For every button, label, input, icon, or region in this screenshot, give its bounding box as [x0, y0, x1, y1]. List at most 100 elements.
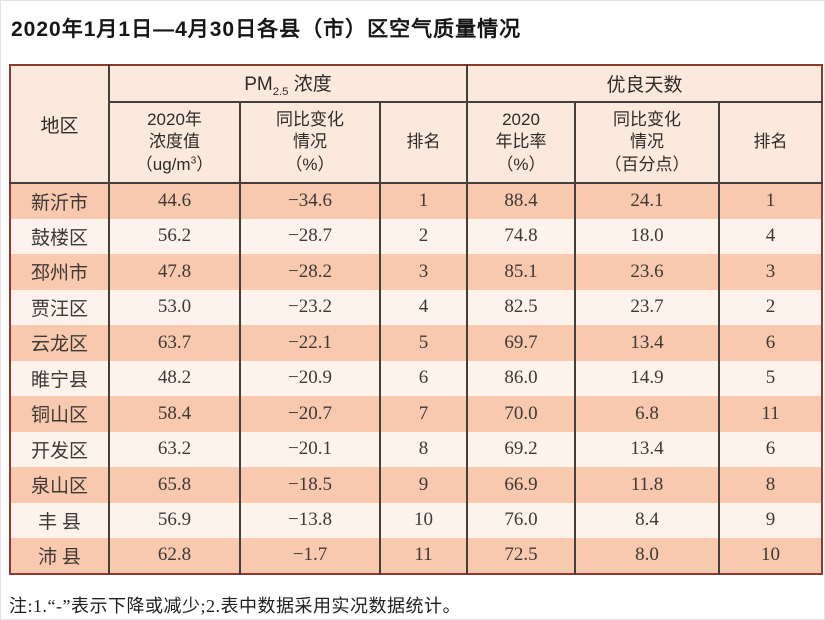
header-pm-value-line2: 浓度值: [149, 132, 200, 152]
cell-good-rate: 74.8: [466, 218, 575, 254]
cell-region: 铜山区: [10, 396, 109, 432]
cell-pm-change: −20.7: [239, 396, 380, 432]
cell-good-rate: 69.2: [466, 431, 575, 467]
footnote: 注:1.“-”表示下降或减少;2.表中数据采用实况数据统计。: [9, 595, 461, 616]
cell-pm-change: −34.6: [239, 183, 380, 219]
cell-pm-rank: 11: [379, 538, 467, 574]
cell-pm-value: 56.9: [108, 502, 240, 538]
cell-region: 鼓楼区: [10, 218, 109, 254]
cell-good-change: 23.7: [574, 289, 719, 325]
header-pm-rank: 排名: [379, 102, 467, 184]
cell-pm-rank: 10: [379, 502, 467, 538]
cell-region: 新沂市: [10, 183, 109, 219]
cell-pm-value: 58.4: [108, 396, 240, 432]
cell-good-change: 18.0: [574, 218, 719, 254]
cell-good-change: 6.8: [574, 396, 719, 432]
cell-pm-value: 44.6: [108, 183, 240, 219]
table-header: 地区 PM2.5 浓度 优良天数 2020年 浓度值 （ug/m3） 同比变化 …: [10, 65, 823, 184]
table-row: 泉山区 65.8 −18.5 9 66.9 11.8 8: [10, 467, 823, 503]
cell-region: 贾汪区: [10, 289, 109, 325]
cell-good-rate: 69.7: [466, 325, 575, 361]
pm25-label-subscript: 2.5: [272, 85, 289, 98]
cell-good-rank: 9: [717, 502, 823, 538]
unit-superscript: 3: [190, 155, 197, 167]
cell-region: 睢宁县: [10, 360, 109, 396]
cell-pm-rank: 5: [379, 325, 467, 361]
cell-pm-value: 63.7: [108, 325, 240, 361]
cell-pm-rank: 9: [379, 467, 467, 503]
table-row: 云龙区 63.7 −22.1 5 69.7 13.4 6: [10, 325, 823, 361]
cell-pm-rank: 6: [379, 360, 467, 396]
cell-good-rank: 3: [717, 254, 823, 290]
header-good-change-line1: 同比变化: [613, 109, 681, 129]
cell-pm-value: 47.8: [108, 254, 240, 290]
cell-region: 丰 县: [10, 502, 109, 538]
cell-good-change: 14.9: [574, 360, 719, 396]
cell-good-rank: 5: [717, 360, 823, 396]
table-row: 沛 县 62.8 −1.7 11 72.5 8.0 10: [10, 538, 823, 574]
cell-region: 泉山区: [10, 467, 109, 503]
table-row: 贾汪区 53.0 −23.2 4 82.5 23.7 2: [10, 289, 823, 325]
cell-good-rank: 1: [717, 183, 823, 219]
cell-pm-change: −20.9: [239, 360, 380, 396]
table-row: 丰 县 56.9 −13.8 10 76.0 8.4 9: [10, 502, 823, 538]
cell-good-rank: 8: [717, 467, 823, 503]
cell-good-rate: 85.1: [466, 254, 575, 290]
cell-pm-change: −18.5: [239, 467, 380, 503]
header-good-rate: 2020 年比率 （%）: [466, 102, 575, 184]
table-row: 开发区 63.2 −20.1 8 69.2 13.4 6: [10, 431, 823, 467]
cell-pm-rank: 3: [379, 254, 467, 290]
sub-header-row: 2020年 浓度值 （ug/m3） 同比变化 情况 （%） 排名 2020 年比…: [10, 102, 823, 184]
cell-pm-rank: 7: [379, 396, 467, 432]
header-pm-value-unit: （ug/m3）: [110, 154, 239, 176]
cell-good-change: 8.4: [574, 502, 719, 538]
table-body: 新沂市 44.6 −34.6 1 88.4 24.1 1 鼓楼区 56.2 −2…: [10, 183, 823, 574]
cell-good-rate: 72.5: [466, 538, 575, 574]
header-pm-change: 同比变化 情况 （%）: [239, 102, 380, 184]
cell-pm-rank: 4: [379, 289, 467, 325]
cell-good-rate: 70.0: [466, 396, 575, 432]
header-pm-value-line1: 2020年: [147, 109, 202, 129]
cell-pm-value: 62.8: [108, 538, 240, 574]
header-good-rate-line3: （%）: [496, 154, 546, 174]
header-pm-change-line2: 情况: [293, 132, 327, 152]
cell-region: 云龙区: [10, 325, 109, 361]
table-row: 睢宁县 48.2 −20.9 6 86.0 14.9 5: [10, 360, 823, 396]
cell-good-rate: 66.9: [466, 467, 575, 503]
cell-pm-value: 53.0: [108, 289, 240, 325]
cell-good-rank: 10: [717, 538, 823, 574]
header-region: 地区: [10, 65, 110, 184]
cell-good-rank: 6: [717, 325, 823, 361]
cell-pm-value: 48.2: [108, 360, 240, 396]
cell-good-rank: 2: [717, 289, 823, 325]
table-row: 铜山区 58.4 −20.7 7 70.0 6.8 11: [10, 396, 823, 432]
header-good-rank: 排名: [717, 102, 823, 184]
unit-suffix: ）: [196, 154, 214, 174]
air-quality-table: 地区 PM2.5 浓度 优良天数 2020年 浓度值 （ug/m3） 同比变化 …: [9, 64, 824, 575]
header-pm25-group: PM2.5 浓度: [108, 65, 467, 103]
pm25-label-base: PM: [244, 74, 273, 96]
cell-good-rate: 86.0: [466, 360, 575, 396]
pm25-label-suffix: 浓度: [288, 74, 332, 96]
cell-pm-change: −13.8: [239, 502, 380, 538]
header-good-rate-line1: 2020: [502, 109, 540, 129]
header-pm-value: 2020年 浓度值 （ug/m3）: [108, 102, 240, 184]
unit-prefix: （ug/m: [135, 154, 191, 174]
cell-pm-change: −28.2: [239, 254, 380, 290]
cell-good-change: 13.4: [574, 325, 719, 361]
cell-region: 沛 县: [10, 538, 109, 574]
page-title: 2020年1月1日—4月30日各县（市）区空气质量情况: [11, 18, 522, 41]
cell-good-change: 8.0: [574, 538, 719, 574]
cell-pm-rank: 2: [379, 218, 467, 254]
header-good-change-line2: 情况: [630, 132, 664, 152]
header-good-change-line3: （百分点）: [604, 154, 690, 174]
cell-pm-change: −1.7: [239, 538, 380, 574]
header-good-rate-line2: 年比率: [495, 132, 547, 152]
header-pm-change-line1: 同比变化: [276, 109, 344, 129]
cell-pm-change: −28.7: [239, 218, 380, 254]
cell-pm-change: −20.1: [239, 431, 380, 467]
cell-pm-value: 65.8: [108, 467, 240, 503]
header-pm-change-line3: （%）: [285, 154, 335, 174]
cell-pm-rank: 8: [379, 431, 467, 467]
